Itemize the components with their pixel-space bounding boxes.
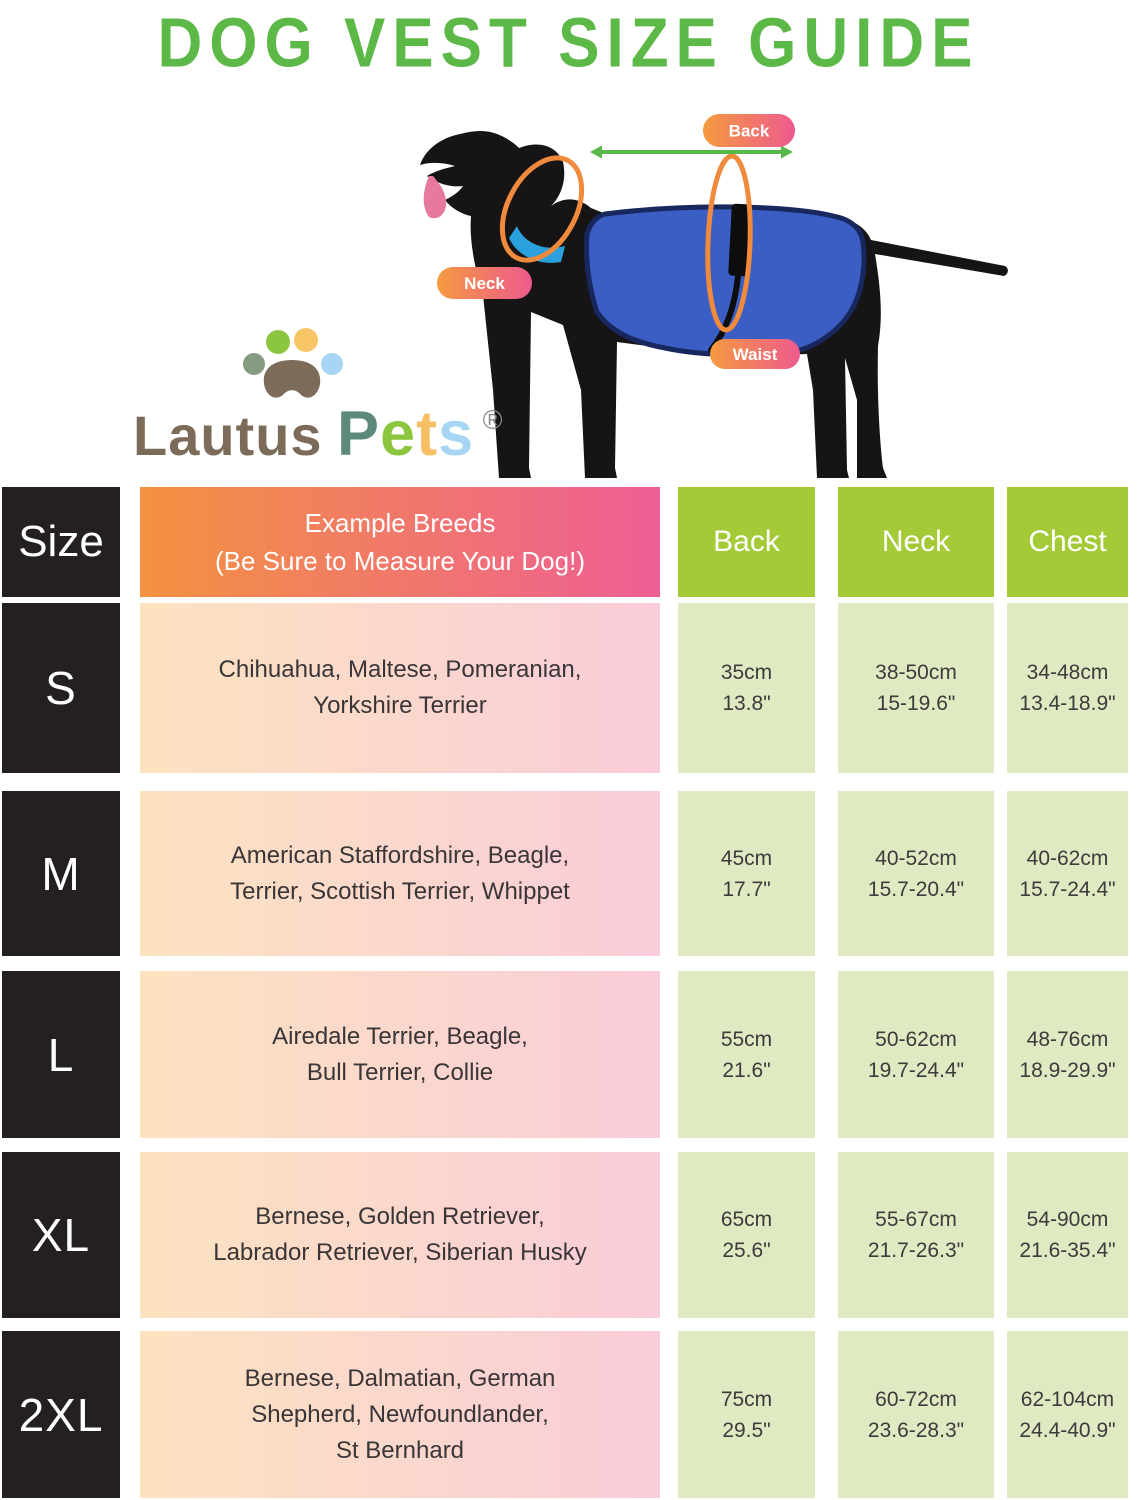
waist-label-pill: Waist [710,339,800,369]
table-row-m: M American Staffordshire, Beagle, Terrie… [0,791,1137,956]
back-cell: 75cm 29.5" [678,1331,815,1498]
dog-tongue [423,176,447,219]
neck-cell: 60-72cm 23.6-28.3" [838,1331,994,1498]
size-cell: XL [2,1152,120,1318]
chest-cell: 48-76cm 18.9-29.9" [1007,971,1128,1138]
size-cell: L [2,971,120,1138]
chest-cell: 62-104cm 24.4-40.9" [1007,1331,1128,1498]
header-size: Size [2,487,120,597]
dog-measurement-diagram: Back Neck Waist [405,90,1065,490]
neck-label-pill: Neck [437,267,532,299]
back-cell: 65cm 25.6" [678,1152,815,1318]
table-row-xl: XL Bernese, Golden Retriever, Labrador R… [0,1152,1137,1318]
brand-name-first: Lautus [133,404,323,467]
breeds-cell: Airedale Terrier, Beagle, Bull Terrier, … [140,971,660,1138]
header-back: Back [678,487,815,597]
registered-mark: ® [482,405,503,435]
header-neck: Neck [838,487,994,597]
table-row-s: S Chihuahua, Maltese, Pomeranian, Yorksh… [0,603,1137,773]
breeds-cell: American Staffordshire, Beagle, Terrier,… [140,791,660,956]
neck-label: Neck [464,274,505,293]
neck-cell: 40-52cm 15.7-20.4" [838,791,994,956]
brand-name: Lautus Pets ® [133,398,502,470]
table-row-2xl: 2XL Bernese, Dalmatian, German Shepherd,… [0,1331,1137,1498]
brand-logo: Lautus Pets ® [133,322,533,477]
back-measure-arrow [590,145,793,159]
breeds-cell: Chihuahua, Maltese, Pomeranian, Yorkshir… [140,603,660,773]
back-cell: 45cm 17.7" [678,791,815,956]
vest-strap [728,203,752,277]
neck-cell: 50-62cm 19.7-24.4" [838,971,994,1138]
neck-measure-ellipse [499,155,585,263]
back-cell: 55cm 21.6" [678,971,815,1138]
size-cell: 2XL [2,1331,120,1498]
paw-icon [243,328,343,398]
neck-cell: 38-50cm 15-19.6" [838,603,994,773]
waist-measure-ellipse [705,153,753,333]
breeds-cell: Bernese, Golden Retriever, Labrador Retr… [140,1152,660,1318]
size-cell: M [2,791,120,956]
dog-diagram-svg: Back Neck Waist [420,114,1008,478]
chest-cell: 54-90cm 21.6-35.4" [1007,1152,1128,1318]
back-label-pill: Back [703,114,795,147]
chest-cell: 34-48cm 13.4-18.9" [1007,603,1128,773]
page-title: DOG VEST SIZE GUIDE [157,5,980,83]
waist-label: Waist [733,345,778,364]
neck-cell: 55-67cm 21.7-26.3" [838,1152,994,1318]
chest-cell: 40-62cm 15.7-24.4" [1007,791,1128,956]
header-breeds: Example Breeds (Be Sure to Measure Your … [140,487,660,597]
header-chest: Chest [1007,487,1128,597]
table-header-row: Size Example Breeds (Be Sure to Measure … [0,487,1137,597]
brand-name-second: Pets [337,399,475,469]
back-label: Back [729,122,770,141]
size-cell: S [2,603,120,773]
table-row-l: L Airedale Terrier, Beagle, Bull Terrier… [0,971,1137,1138]
breeds-cell: Bernese, Dalmatian, German Shepherd, New… [140,1331,660,1498]
back-cell: 35cm 13.8" [678,603,815,773]
